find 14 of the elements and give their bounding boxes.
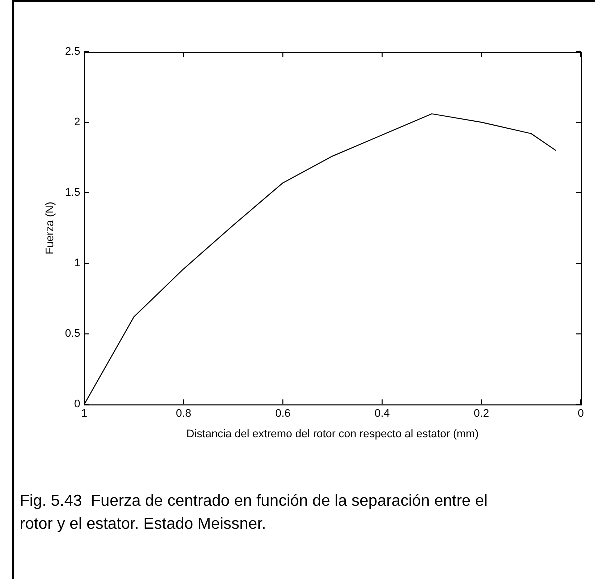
y-tick-label: 0 xyxy=(74,398,80,411)
x-axis-title: Distancia del extremo del rotor con respecto al estator (mm) xyxy=(186,428,479,440)
x-tick-label: 0.6 xyxy=(275,408,291,420)
x-tick-label: 0.8 xyxy=(176,408,192,420)
x-tick-label: 0.2 xyxy=(474,408,490,420)
y-tick-label: 1 xyxy=(74,258,80,270)
x-tick-label: 0.4 xyxy=(374,408,390,420)
y-tick-label: 0.5 xyxy=(65,328,80,340)
y-tick-label: 2.5 xyxy=(65,46,80,58)
y-tick-label: 1.5 xyxy=(65,187,80,200)
caption: Fig. 5.43 Fuerza de centrado en función de la separación entre el rotor y el estator. Estado Meissner. xyxy=(20,492,489,535)
y-axis-title: Fuerza (N) xyxy=(44,202,57,255)
x-tick-label: 0 xyxy=(578,408,584,420)
y-tick-label: 2 xyxy=(74,116,80,129)
